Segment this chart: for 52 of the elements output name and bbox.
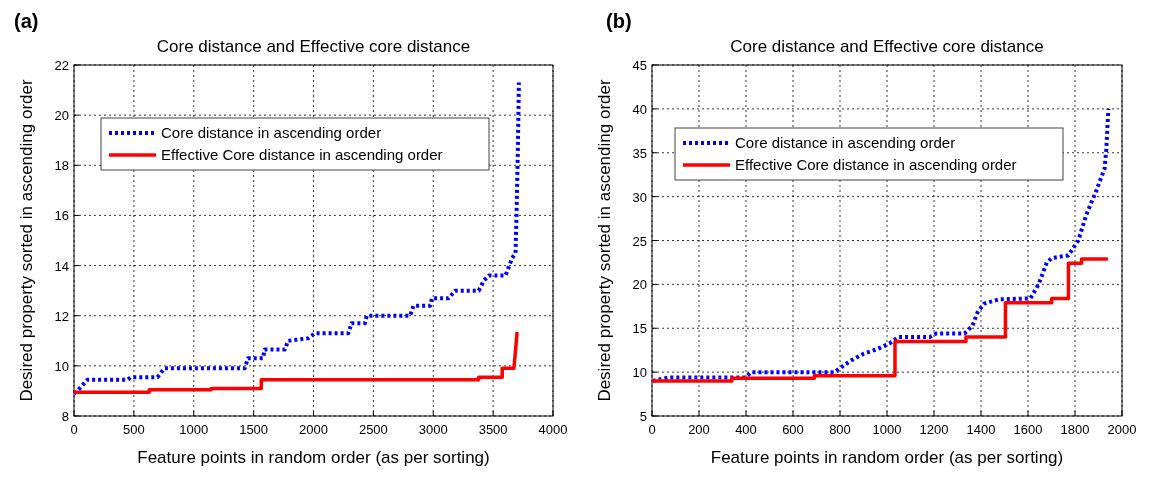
y-axis-title: Desired property sorted in ascending order	[595, 79, 614, 402]
chart-title: Core distance and Effective core distance	[730, 37, 1044, 56]
x-tick-label: 800	[829, 422, 851, 437]
x-tick-label: 600	[782, 422, 804, 437]
x-tick-label: 500	[123, 422, 145, 437]
y-axis-title: Desired property sorted in ascending order	[17, 79, 36, 402]
x-axis-title: Feature points in random order (as per sorting)	[137, 448, 490, 467]
chart-title: Core distance and Effective core distance	[156, 37, 471, 56]
y-tick-label: 20	[632, 277, 647, 293]
line-series	[72, 330, 519, 394]
y-tick-label: 10	[632, 365, 647, 381]
x-tick-label: 1600	[1013, 422, 1043, 437]
y-tick-label: 5	[639, 409, 647, 424]
x-tick-label: 3500	[478, 422, 508, 437]
y-tick-label: 16	[54, 208, 69, 224]
x-tick-label: 1000	[872, 422, 902, 437]
y-tick-label: 45	[632, 58, 647, 73]
y-tick-label: 14	[54, 258, 69, 274]
x-tick-label: 4000	[538, 422, 568, 437]
x-tick-label: 2000	[1107, 422, 1137, 437]
x-tick-label: 3000	[418, 422, 448, 437]
x-tick-label: 2000	[299, 422, 328, 437]
x-tick-label: 400	[735, 422, 757, 437]
y-tick-label: 22	[54, 58, 69, 73]
y-tick-label: 25	[632, 233, 647, 249]
x-axis-title: Feature points in random order (as per sorting)	[710, 448, 1064, 467]
legend-label: Effective Core distance in ascending order	[735, 156, 1017, 173]
x-tick-label: 1000	[179, 422, 209, 437]
x-tick-label: 200	[688, 422, 710, 437]
y-tick-label: 40	[632, 101, 647, 117]
y-tick-label: 12	[54, 308, 69, 324]
y-tick-label: 30	[632, 189, 647, 205]
text: (a)	[14, 10, 39, 32]
x-tick-label: 2500	[358, 422, 388, 437]
y-tick-label: 18	[54, 158, 69, 174]
line-series	[72, 80, 521, 396]
x-tick-label: 0	[648, 422, 656, 437]
legend-label: Core distance in ascending order	[161, 124, 382, 141]
y-tick-label: 10	[54, 358, 69, 374]
x-tick-label: 1500	[239, 422, 269, 437]
x-tick-label: 1800	[1060, 422, 1090, 437]
x-tick-label: 1400	[966, 422, 996, 437]
text: (b)	[606, 10, 632, 32]
y-tick-label: 15	[632, 321, 647, 337]
x-tick-label: 0	[70, 422, 78, 437]
x-tick-label: 1200	[919, 422, 949, 437]
line-series	[650, 257, 1110, 383]
legend-label: Core distance in ascending order	[735, 134, 956, 151]
y-tick-label: 35	[632, 145, 647, 161]
y-tick-label: 20	[54, 108, 69, 124]
y-tick-label: 8	[61, 409, 69, 424]
legend-label: Effective Core distance in ascending order	[161, 146, 443, 163]
